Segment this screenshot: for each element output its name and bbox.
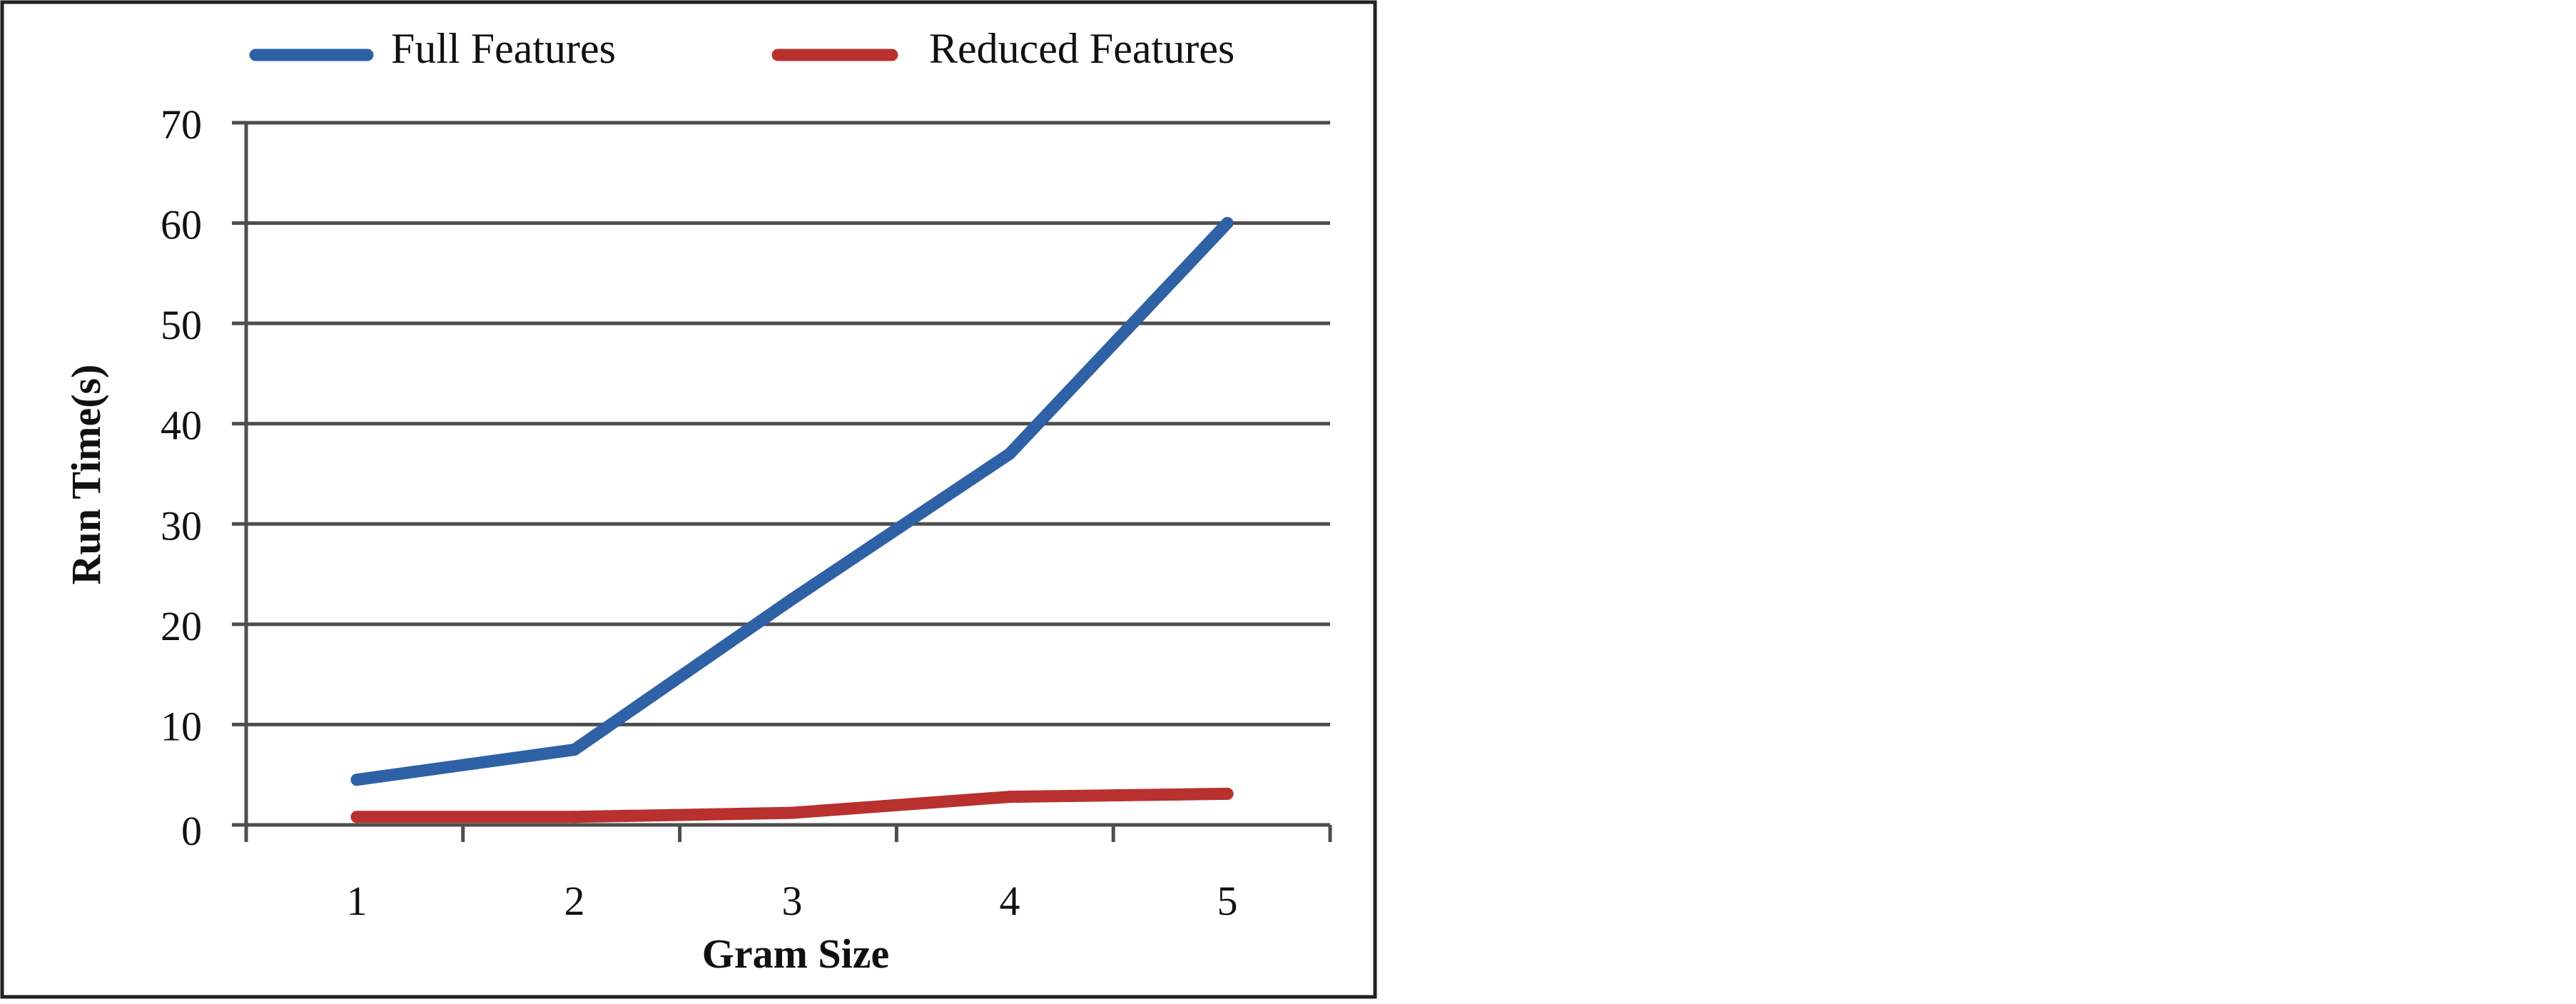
y-tick-label: 70 bbox=[161, 101, 202, 148]
legend-label-reduced-features: Reduced Features bbox=[929, 25, 1234, 72]
data-point bbox=[350, 774, 363, 786]
x-tick-label: 5 bbox=[1217, 878, 1238, 924]
y-axis-title: Run Time(s) bbox=[63, 365, 109, 585]
y-tick-label: 50 bbox=[161, 302, 202, 348]
legend: Full Features Reduced Features bbox=[249, 25, 1234, 72]
data-point bbox=[1003, 447, 1016, 460]
x-tick-label: 2 bbox=[564, 878, 585, 924]
x-tick-label: 3 bbox=[782, 878, 803, 924]
gridlines bbox=[232, 121, 1330, 827]
y-tick-label: 40 bbox=[161, 402, 202, 449]
axes bbox=[244, 123, 1330, 839]
y-tick-label: 0 bbox=[181, 808, 202, 854]
legend-label-full-features: Full Features bbox=[391, 25, 616, 72]
series-lines bbox=[350, 217, 1234, 823]
data-point bbox=[1221, 787, 1234, 800]
y-tick-label: 20 bbox=[161, 603, 202, 649]
data-point bbox=[568, 811, 581, 823]
data-point bbox=[350, 811, 363, 823]
x-tick-label: 1 bbox=[347, 878, 367, 924]
x-ticks: 1 2 3 4 5 bbox=[244, 825, 1332, 924]
data-point bbox=[568, 744, 581, 756]
y-tick-label: 30 bbox=[161, 502, 202, 549]
y-tick-labels: 0 10 20 30 40 50 60 70 bbox=[161, 101, 202, 854]
x-tick-label: 4 bbox=[1000, 878, 1020, 924]
x-axis-title: Gram Size bbox=[702, 931, 890, 977]
y-tick-label: 60 bbox=[161, 202, 202, 248]
data-point bbox=[786, 593, 798, 606]
data-point bbox=[1003, 791, 1016, 803]
y-tick-label: 10 bbox=[161, 703, 202, 749]
data-point bbox=[786, 806, 798, 819]
data-point bbox=[1221, 217, 1234, 230]
chart-border bbox=[0, 0, 1377, 999]
